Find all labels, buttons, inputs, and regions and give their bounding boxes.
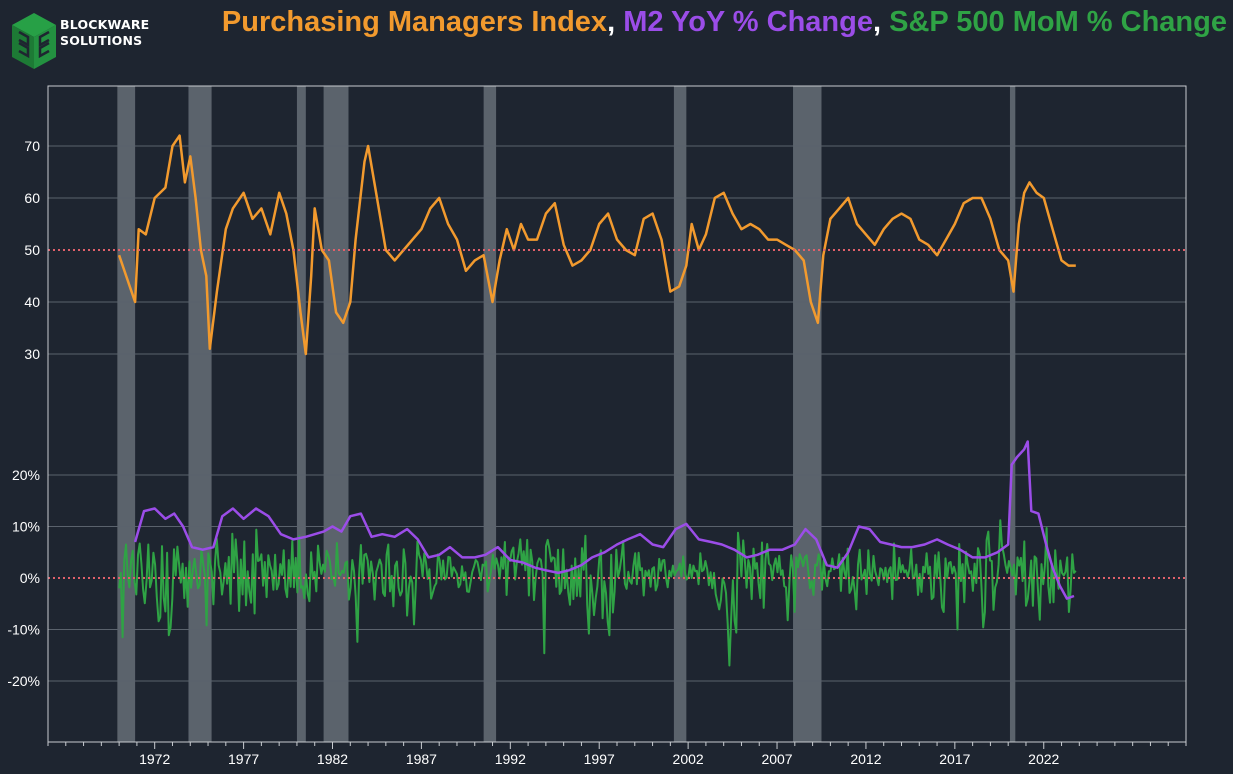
y-tick-label-upper: 50 xyxy=(24,242,40,258)
recession-band xyxy=(483,86,497,742)
x-tick-label: 1992 xyxy=(495,751,526,767)
recession-band xyxy=(1009,86,1016,742)
x-tick-label: 1982 xyxy=(317,751,348,767)
y-tick-label-upper: 60 xyxy=(24,190,40,206)
x-tick-label: 2022 xyxy=(1028,751,1059,767)
x-tick-label: 1997 xyxy=(584,751,615,767)
brand-logo xyxy=(12,13,56,69)
recession-band xyxy=(673,86,687,742)
series-line-pmi xyxy=(117,134,1076,356)
brand-subname: SOLUTIONS xyxy=(60,33,143,48)
y-tick-label-upper: 70 xyxy=(24,138,40,154)
y-tick-label-upper: 40 xyxy=(24,294,40,310)
cube-logo-icon xyxy=(12,13,56,69)
y-tick-label-lower: 0% xyxy=(20,570,40,586)
x-tick-label: 2002 xyxy=(673,751,704,767)
title-part-1: , xyxy=(607,6,624,38)
x-tick-label: 1977 xyxy=(228,751,259,767)
recession-band xyxy=(793,86,822,742)
title-part-2: M2 YoY % Change xyxy=(623,6,873,38)
title-part-4: S&P 500 MoM % Change xyxy=(889,6,1227,38)
x-tick-label: 2017 xyxy=(939,751,970,767)
plot-area xyxy=(48,86,1186,742)
brand-name: BLOCKWARE xyxy=(60,17,150,32)
chart-title: Purchasing Managers Index, M2 YoY % Chan… xyxy=(222,6,1227,39)
y-tick-label-lower: 10% xyxy=(12,519,40,535)
y-tick-label-lower: -20% xyxy=(7,673,40,689)
series-line-sp500 xyxy=(118,519,1077,667)
x-tick-label: 2012 xyxy=(850,751,881,767)
x-tick-label: 1987 xyxy=(406,751,437,767)
recession-band xyxy=(117,86,136,742)
y-tick-label-upper: 30 xyxy=(24,346,40,362)
x-tick-label: 1972 xyxy=(139,751,170,767)
recession-band xyxy=(323,86,349,742)
recession-band xyxy=(188,86,212,742)
x-tick-label: 2007 xyxy=(761,751,792,767)
recession-band xyxy=(296,86,306,742)
title-part-0: Purchasing Managers Index xyxy=(221,6,608,38)
y-tick-label-lower: 20% xyxy=(12,467,40,483)
series-line-m2 xyxy=(133,440,1075,600)
y-tick-label-lower: -10% xyxy=(7,622,40,638)
title-part-3: , xyxy=(872,6,890,38)
